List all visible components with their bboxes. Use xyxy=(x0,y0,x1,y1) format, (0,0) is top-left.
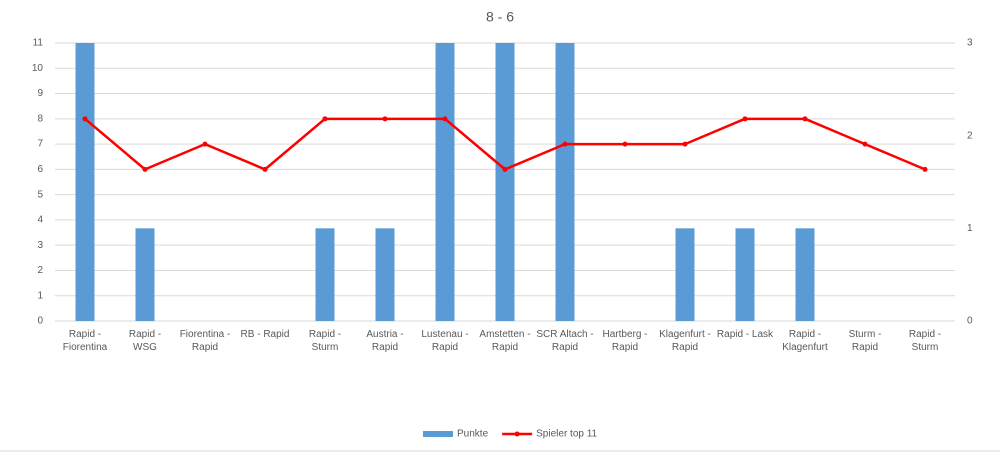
x-tick-label: SCR Altach - Rapid xyxy=(536,329,594,353)
bar xyxy=(435,43,455,321)
x-tick-label: Amstetten - Rapid xyxy=(479,329,531,353)
y-tick-label: 2 xyxy=(37,265,43,276)
x-tick-label: RB - Rapid xyxy=(240,329,290,340)
x-tick-label: Fiorentina - Rapid xyxy=(179,329,231,353)
line-marker xyxy=(802,116,808,122)
line-marker xyxy=(142,166,148,172)
y-tick-label: 0 xyxy=(37,316,43,327)
y-tick-label: 1 xyxy=(37,290,43,301)
x-tick-label: Rapid - Klagenfurt xyxy=(782,329,828,353)
bar xyxy=(135,228,155,321)
line-marker xyxy=(622,141,628,147)
line-marker xyxy=(202,141,208,147)
line-marker xyxy=(442,116,448,122)
legend-label: Spieler top 11 xyxy=(536,429,597,440)
y2-tick-label: 0 xyxy=(967,316,973,327)
x-tick-label: Rapid - Sturm xyxy=(908,329,942,353)
y-tick-label: 7 xyxy=(37,139,43,150)
line-marker xyxy=(922,166,928,172)
x-tick-label: Sturm - Rapid xyxy=(848,329,882,353)
x-tick-label: Lustenau - Rapid xyxy=(421,329,469,353)
bar xyxy=(555,43,575,321)
line-marker xyxy=(82,116,88,122)
bar xyxy=(735,228,755,321)
bar xyxy=(795,228,815,321)
line-marker xyxy=(862,141,868,147)
bar xyxy=(675,228,695,321)
line-marker xyxy=(262,166,268,172)
y2-tick-label: 3 xyxy=(967,38,973,49)
line-marker xyxy=(742,116,748,122)
x-tick-label: Austria - Rapid xyxy=(366,329,404,353)
legend-swatch xyxy=(514,431,520,437)
chart-title: 8 - 6 xyxy=(486,9,514,25)
bar xyxy=(315,228,335,321)
y-tick-label: 10 xyxy=(32,63,44,74)
line-marker xyxy=(502,166,508,172)
x-tick-label: Rapid - Fiorentina xyxy=(62,329,108,353)
x-tick-label: Rapid - Sturm xyxy=(308,329,342,353)
x-tick-label: Rapid - Lask xyxy=(716,329,774,340)
bar xyxy=(495,43,515,321)
y-tick-label: 4 xyxy=(37,215,43,226)
line-marker xyxy=(322,116,328,122)
y-tick-label: 9 xyxy=(37,88,43,99)
y2-tick-label: 1 xyxy=(967,223,973,234)
y-tick-label: 11 xyxy=(33,38,44,49)
line-marker xyxy=(562,141,568,147)
x-tick-label: Klagenfurt - Rapid xyxy=(659,329,711,353)
y2-tick-label: 2 xyxy=(967,130,973,141)
y-tick-label: 5 xyxy=(37,189,43,200)
legend-label: Punkte xyxy=(457,429,489,440)
bar xyxy=(375,228,395,321)
line-marker xyxy=(382,116,388,122)
x-tick-label: Hartberg - Rapid xyxy=(602,329,648,353)
legend-swatch xyxy=(423,431,453,437)
y-tick-label: 6 xyxy=(37,164,43,175)
y-tick-label: 8 xyxy=(37,113,43,124)
bar xyxy=(75,43,95,321)
y-tick-label: 3 xyxy=(37,240,43,251)
line-marker xyxy=(682,141,688,147)
x-tick-label: Rapid - WSG xyxy=(128,329,162,353)
